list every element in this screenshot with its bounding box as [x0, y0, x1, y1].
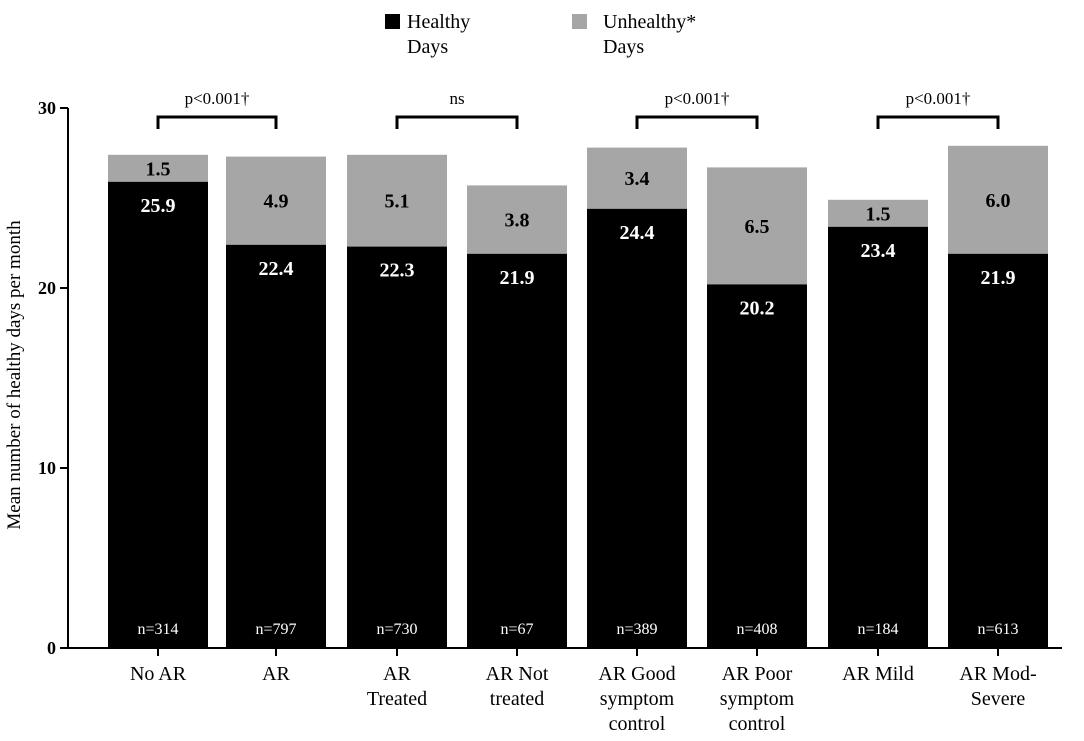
bar-healthy [707, 284, 807, 648]
sample-size-label: n=389 [616, 621, 657, 638]
bar-healthy [587, 208, 687, 649]
sample-size-label: n=184 [857, 621, 898, 638]
comparison-label: p<0.001† [906, 89, 971, 108]
y-axis-title: Mean number of healthy days per month [4, 220, 25, 530]
legend-label-healthy: Healthy Days [407, 11, 470, 58]
y-tick-label: 30 [38, 98, 56, 118]
value-label-unhealthy: 4.9 [264, 191, 289, 213]
legend-swatch-healthy [385, 14, 400, 29]
legend: Healthy Days Unhealthy* Days [385, 11, 696, 58]
sample-size-label: n=730 [376, 621, 417, 638]
bar-healthy [948, 253, 1048, 649]
legend-swatch-unhealthy [572, 14, 587, 29]
comparison-bracket [876, 115, 1000, 129]
category-label: AR Treated [367, 663, 427, 710]
comparison-bracket [635, 115, 759, 129]
bar-healthy [226, 244, 326, 649]
category-label: AR [262, 663, 290, 685]
y-tick-label: 20 [38, 278, 56, 298]
bars: 1.5 25.9 n=314 4.9 22.4 n=797 5.1 22.3 n=730 3.8 2… [108, 145, 1048, 649]
legend-label-unhealthy: Unhealthy* Days [603, 11, 696, 58]
value-label-unhealthy: 5.1 [385, 191, 410, 213]
bar-healthy [347, 246, 447, 648]
category-label: AR Mod-Severe [959, 663, 1036, 710]
comparison-brackets: p<0.001† ns p<0.001† p<0.001† [156, 89, 1000, 129]
bar-unhealthy [587, 147, 687, 209]
value-label-unhealthy: 6.5 [745, 216, 770, 238]
value-label-healthy: 25.9 [141, 195, 176, 217]
bar-unhealthy [347, 154, 447, 247]
sample-size-label: n=613 [977, 621, 1018, 638]
comparison-bracket [395, 115, 519, 129]
y-tick-label: 10 [38, 458, 56, 478]
value-label-unhealthy: 3.4 [625, 168, 650, 190]
comparison-bracket [156, 115, 278, 129]
bar-unhealthy [948, 145, 1048, 254]
category-label: AR Not treated [486, 663, 549, 710]
value-label-unhealthy: 3.8 [505, 210, 530, 232]
value-label-healthy: 21.9 [981, 267, 1016, 289]
comparison-label: p<0.001† [185, 89, 250, 108]
value-label-healthy: 21.9 [500, 267, 535, 289]
comparison-label: ns [449, 89, 464, 108]
category-label: AR Poor symptom control [720, 663, 795, 735]
category-label: AR Good symptom control [598, 663, 675, 735]
value-label-healthy: 22.3 [380, 260, 415, 282]
value-label-healthy: 20.2 [740, 297, 775, 319]
value-label-healthy: 23.4 [861, 240, 896, 262]
value-label-healthy: 22.4 [259, 258, 294, 280]
bar-unhealthy [226, 156, 326, 245]
bar-healthy [467, 253, 567, 649]
bar-healthy [108, 181, 208, 649]
sample-size-label: n=67 [500, 621, 533, 638]
bar-unhealthy [467, 185, 567, 254]
y-tick-label: 0 [47, 638, 56, 658]
category-label: No AR [130, 663, 187, 685]
bar-unhealthy [828, 199, 928, 227]
sample-size-label: n=314 [137, 621, 178, 638]
value-label-healthy: 24.4 [620, 222, 655, 244]
category-label: AR Mild [842, 663, 914, 685]
bar-unhealthy [108, 154, 208, 182]
comparison-label: p<0.001† [665, 89, 730, 108]
x-axis-labels: No AR AR AR Treated AR Not treated AR Good symp… [130, 663, 1037, 735]
sample-size-label: n=797 [255, 621, 296, 638]
value-label-unhealthy: 6.0 [986, 190, 1011, 212]
value-label-unhealthy: 1.5 [146, 158, 171, 180]
bar-unhealthy [707, 167, 807, 285]
sample-size-label: n=408 [736, 621, 777, 638]
value-label-unhealthy: 1.5 [866, 203, 891, 225]
bar-healthy [828, 226, 928, 649]
